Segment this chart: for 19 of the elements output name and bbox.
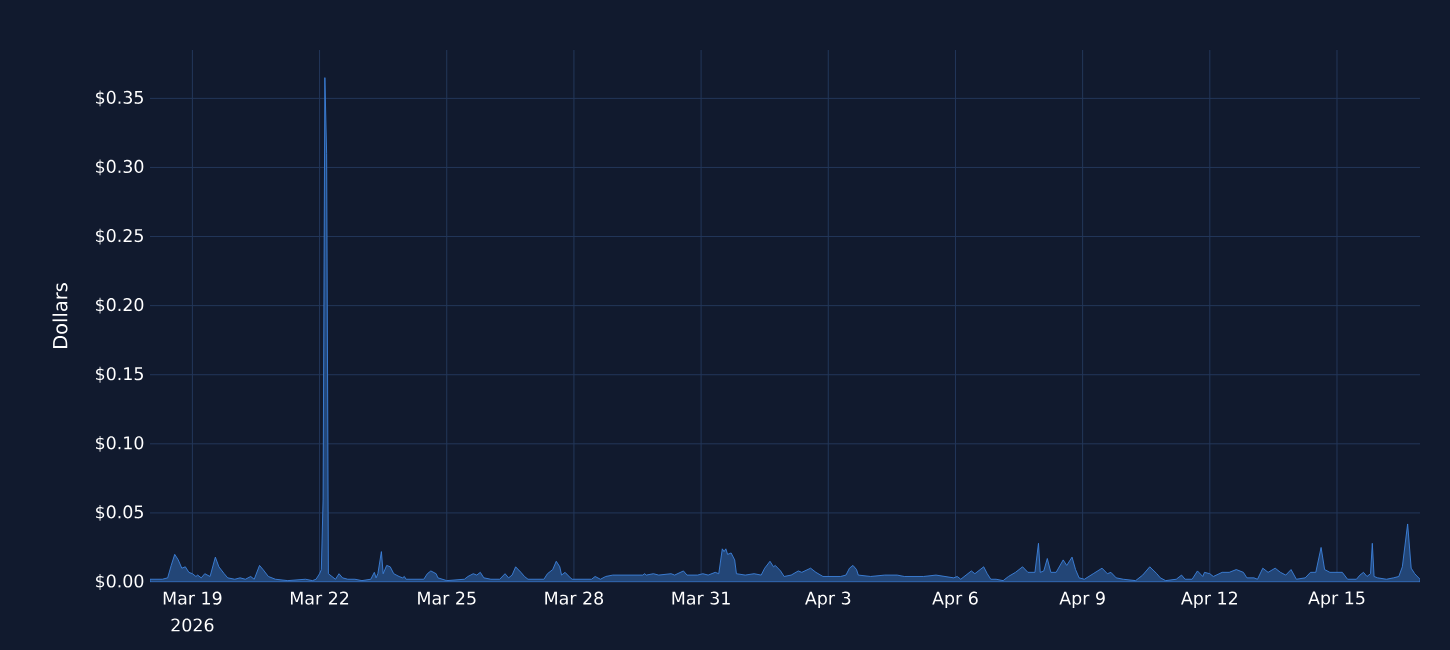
x-tick-label: Apr 3 xyxy=(805,591,851,609)
y-tick-label: $0.05 xyxy=(96,505,143,521)
y-axis-title: Dollars xyxy=(52,283,68,348)
y-tick-label: $0.00 xyxy=(96,574,144,590)
x-tick-label: Apr 9 xyxy=(1059,591,1105,609)
y-tick-label: $0.20 xyxy=(96,297,144,314)
y-tick-label: $0.30 xyxy=(96,159,144,176)
y-tick-label: $0.35 xyxy=(96,90,143,107)
x-tick-label: Mar 28 xyxy=(545,591,604,605)
x-tick-label: Mar 31 xyxy=(672,591,730,605)
x-tick-label: Apr 15 xyxy=(1308,591,1365,608)
y-tick-label: $0.15 xyxy=(96,366,143,383)
x-tick-label: Apr 12 xyxy=(1181,591,1237,609)
y-tick-label: $0.25 xyxy=(96,228,143,245)
x-tick-label: Mar 25 xyxy=(418,591,476,605)
x-tick-label: Mar 22 xyxy=(290,591,349,605)
y-tick-label: $0.10 xyxy=(96,435,144,452)
x-tick-label: Apr 6 xyxy=(932,591,978,609)
x-tick-label: Mar 19 2026 xyxy=(163,591,222,632)
